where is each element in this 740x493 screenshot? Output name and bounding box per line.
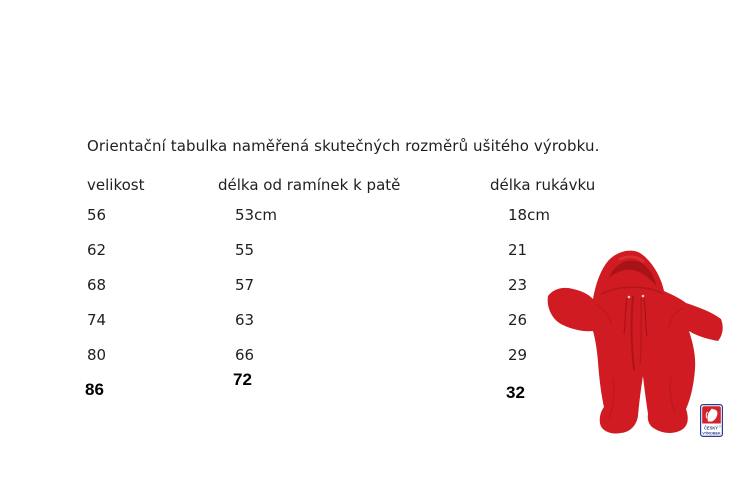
table-row: 68 57 23 (87, 276, 647, 298)
cell-sleeve-length: 32 (506, 383, 525, 402)
drawstring-left (623, 297, 628, 335)
table-row: 86 72 32 (85, 370, 647, 402)
badge-reg-mark: ® (719, 424, 721, 428)
hood-highlight (618, 255, 645, 263)
cell-body-length: 53cm (235, 206, 277, 224)
cell-size: 68 (87, 276, 107, 294)
drawstring-right (643, 297, 648, 337)
zipper-line (630, 295, 635, 371)
header-velikost: velikost (87, 176, 145, 194)
badge-text-line1: ČESKÝ (704, 426, 718, 431)
cell-size: 56 (87, 206, 107, 224)
cell-body-length: 63 (235, 311, 255, 329)
size-table: velikost délka od ramínek k patě délka r… (85, 176, 647, 406)
drawstring-toggle (627, 295, 631, 299)
page-title: Orientační tabulka naměřená skutečných r… (87, 137, 600, 155)
cell-size: 80 (87, 346, 107, 364)
snowsuit-silhouette (547, 250, 723, 434)
leg-shadow-right (669, 375, 676, 415)
header-delka-rukavku: délka rukávku (490, 176, 596, 194)
table-row: 74 63 26 (87, 311, 647, 333)
hood-shadow (609, 260, 656, 286)
lion-icon (707, 408, 718, 422)
underarm-shadow-right (668, 307, 684, 328)
hood-edge-line (600, 286, 664, 295)
drawstring-toggle (641, 294, 645, 298)
cell-size: 74 (87, 311, 107, 329)
cell-body-length: 66 (235, 346, 255, 364)
cell-sleeve-length: 29 (508, 346, 528, 364)
cell-body-length: 72 (233, 370, 252, 389)
cell-sleeve-length: 18cm (508, 206, 550, 224)
cell-body-length: 57 (235, 276, 255, 294)
cell-size: 62 (87, 241, 107, 259)
leg-shadow-left (608, 377, 615, 419)
table-row: 56 53cm 18cm (87, 206, 647, 228)
cell-sleeve-length: 21 (508, 241, 528, 259)
lion-tail (705, 411, 709, 419)
table-header-row: velikost délka od ramínek k patě délka r… (87, 176, 647, 198)
cell-sleeve-length: 23 (508, 276, 528, 294)
header-delka-od-raminek: délka od ramínek k patě (218, 176, 401, 194)
czech-product-badge-image: ® ČESKÝ VÝROBEK (700, 404, 723, 437)
red-snowsuit-image (547, 250, 723, 434)
cell-size: 86 (85, 380, 104, 399)
cell-sleeve-length: 26 (508, 311, 528, 329)
table-row: 62 55 21 (87, 241, 647, 263)
badge-text-line2: VÝROBEK (702, 430, 721, 435)
czech-product-badge: ® ČESKÝ VÝROBEK (700, 404, 723, 437)
product-photo-red-snowsuit (543, 248, 725, 438)
cell-body-length: 55 (235, 241, 255, 259)
underarm-shadow-left (594, 303, 612, 324)
front-fold-line (639, 297, 642, 365)
table-row: 80 66 29 (87, 346, 647, 368)
